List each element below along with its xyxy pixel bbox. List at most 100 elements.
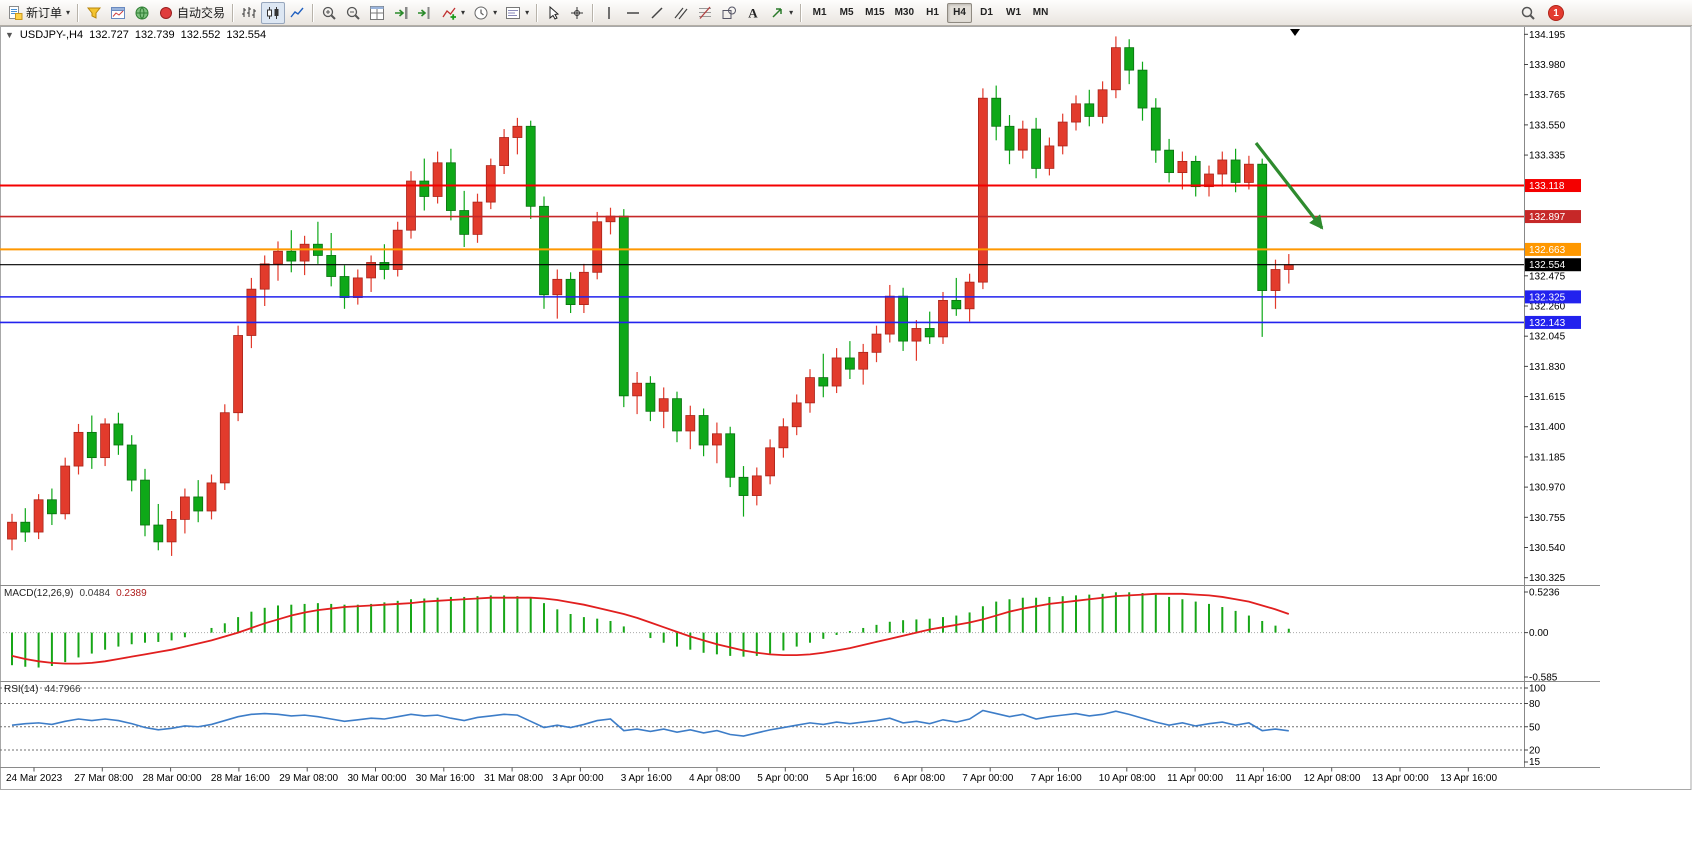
chart-shift-button[interactable] bbox=[413, 2, 437, 24]
candle bbox=[1071, 95, 1081, 131]
timeframe-m30-button[interactable]: M30 bbox=[891, 3, 918, 23]
bars-icon bbox=[241, 5, 257, 21]
candle-body bbox=[898, 295, 908, 342]
candle bbox=[1177, 151, 1188, 190]
candle bbox=[552, 269, 563, 319]
rsi-scale-label: 100 bbox=[1529, 684, 1546, 695]
rsi-name: RSI(14) bbox=[4, 684, 39, 695]
text-label-button[interactable]: A bbox=[741, 2, 765, 24]
templates-button[interactable]: ▾ bbox=[501, 2, 533, 24]
candle bbox=[672, 391, 682, 443]
candle bbox=[1257, 158, 1268, 337]
arrow-annotation[interactable] bbox=[1254, 142, 1324, 230]
cursor-button[interactable] bbox=[541, 2, 565, 24]
crosshair-icon bbox=[569, 5, 585, 21]
ohlc-close-value: 132.554 bbox=[226, 29, 267, 41]
candle bbox=[1270, 259, 1281, 309]
candle bbox=[858, 343, 869, 385]
candle-body bbox=[432, 162, 443, 197]
timeframe-m5-button[interactable]: M5 bbox=[834, 3, 859, 23]
time-axis-label: 13 Apr 00:00 bbox=[1372, 773, 1429, 784]
zoom-in-button[interactable] bbox=[317, 2, 341, 24]
price-tick-label: 130.970 bbox=[1529, 483, 1566, 494]
candle-body bbox=[126, 444, 137, 481]
candle bbox=[406, 171, 416, 239]
candle bbox=[565, 272, 576, 314]
line-chart-button[interactable] bbox=[285, 2, 309, 24]
shapes-button[interactable] bbox=[717, 2, 741, 24]
rsi-value: 44.7966 bbox=[44, 684, 81, 695]
timeframe-m1-button[interactable]: M1 bbox=[807, 3, 832, 23]
candle-body bbox=[991, 97, 1002, 127]
trendline-icon bbox=[649, 5, 665, 21]
candle-body bbox=[672, 398, 682, 432]
periods-button[interactable]: ▾ bbox=[469, 2, 501, 24]
zoom-out-button[interactable] bbox=[341, 2, 365, 24]
tile-windows-button[interactable] bbox=[365, 2, 389, 24]
candle bbox=[366, 255, 377, 292]
chart-plot-area[interactable] bbox=[1, 27, 1524, 767]
candle bbox=[432, 151, 443, 204]
macd-scale-label: 0.00 bbox=[1529, 628, 1549, 639]
timeframe-mn-button[interactable]: MN bbox=[1028, 3, 1053, 23]
candle-body bbox=[778, 426, 789, 449]
candle bbox=[273, 241, 283, 281]
chart-shift-marker[interactable] bbox=[1290, 29, 1300, 36]
caret-down-icon: ▾ bbox=[789, 8, 794, 17]
community-button[interactable] bbox=[130, 2, 154, 24]
trendline-button[interactable] bbox=[645, 2, 669, 24]
candle-body bbox=[871, 333, 882, 353]
horizontal-line-button[interactable] bbox=[621, 2, 645, 24]
candle-body bbox=[712, 433, 722, 446]
profiles-button[interactable] bbox=[82, 2, 106, 24]
collapse-arrow-icon[interactable]: ▼ bbox=[5, 30, 14, 40]
timeframe-h4-button[interactable]: H4 bbox=[947, 2, 973, 23]
cursor-icon bbox=[545, 5, 561, 21]
equidistant-channel-button[interactable] bbox=[669, 2, 693, 24]
candle bbox=[100, 418, 110, 467]
auto-trading-button[interactable]: 自动交易 bbox=[154, 2, 229, 24]
candle-body bbox=[911, 328, 922, 342]
indicators-button[interactable]: ▾ bbox=[437, 2, 469, 24]
candle-body bbox=[884, 295, 895, 335]
candle-body bbox=[86, 431, 97, 459]
candle-body bbox=[286, 250, 297, 262]
auto-scroll-button[interactable] bbox=[389, 2, 413, 24]
crosshair-button[interactable] bbox=[565, 2, 589, 24]
svg-text:132.663: 132.663 bbox=[1529, 245, 1566, 256]
notification-badge[interactable]: 1 bbox=[1548, 5, 1564, 21]
candle bbox=[140, 468, 150, 537]
shift-icon bbox=[417, 5, 433, 21]
candle-body bbox=[140, 479, 150, 526]
candle bbox=[978, 88, 988, 290]
timeframe-d1-button[interactable]: D1 bbox=[974, 3, 999, 23]
search-button[interactable] bbox=[1516, 2, 1540, 24]
candle-body bbox=[20, 521, 31, 533]
arrows-button[interactable]: ▾ bbox=[765, 2, 797, 24]
candle bbox=[924, 311, 935, 344]
bar-chart-button[interactable] bbox=[237, 2, 261, 24]
charts-button[interactable] bbox=[106, 2, 130, 24]
candle bbox=[1137, 61, 1148, 121]
candle-body bbox=[751, 475, 762, 496]
timeframe-m15-button[interactable]: M15 bbox=[861, 3, 888, 23]
fibonacci-retracement-button[interactable] bbox=[693, 2, 717, 24]
candle-body bbox=[113, 423, 124, 446]
candle-body bbox=[419, 180, 430, 197]
timeframe-w1-button[interactable]: W1 bbox=[1001, 3, 1026, 23]
candle bbox=[7, 513, 17, 551]
timeframe-h1-button[interactable]: H1 bbox=[920, 3, 945, 23]
caret-down-icon: ▾ bbox=[525, 8, 530, 17]
time-axis-label: 3 Apr 00:00 bbox=[552, 773, 604, 784]
candle-body bbox=[1111, 47, 1121, 91]
candle-body bbox=[7, 521, 17, 540]
time-axis-label: 12 Apr 08:00 bbox=[1304, 773, 1361, 784]
toolbar-separator bbox=[592, 3, 595, 22]
candlestick-chart-button[interactable] bbox=[261, 1, 286, 24]
vertical-line-button[interactable] bbox=[597, 2, 621, 24]
candle-body bbox=[791, 402, 802, 428]
candle bbox=[805, 369, 815, 413]
new-order-button[interactable]: 新订单 ▾ bbox=[3, 2, 74, 24]
candle-body bbox=[938, 299, 948, 338]
